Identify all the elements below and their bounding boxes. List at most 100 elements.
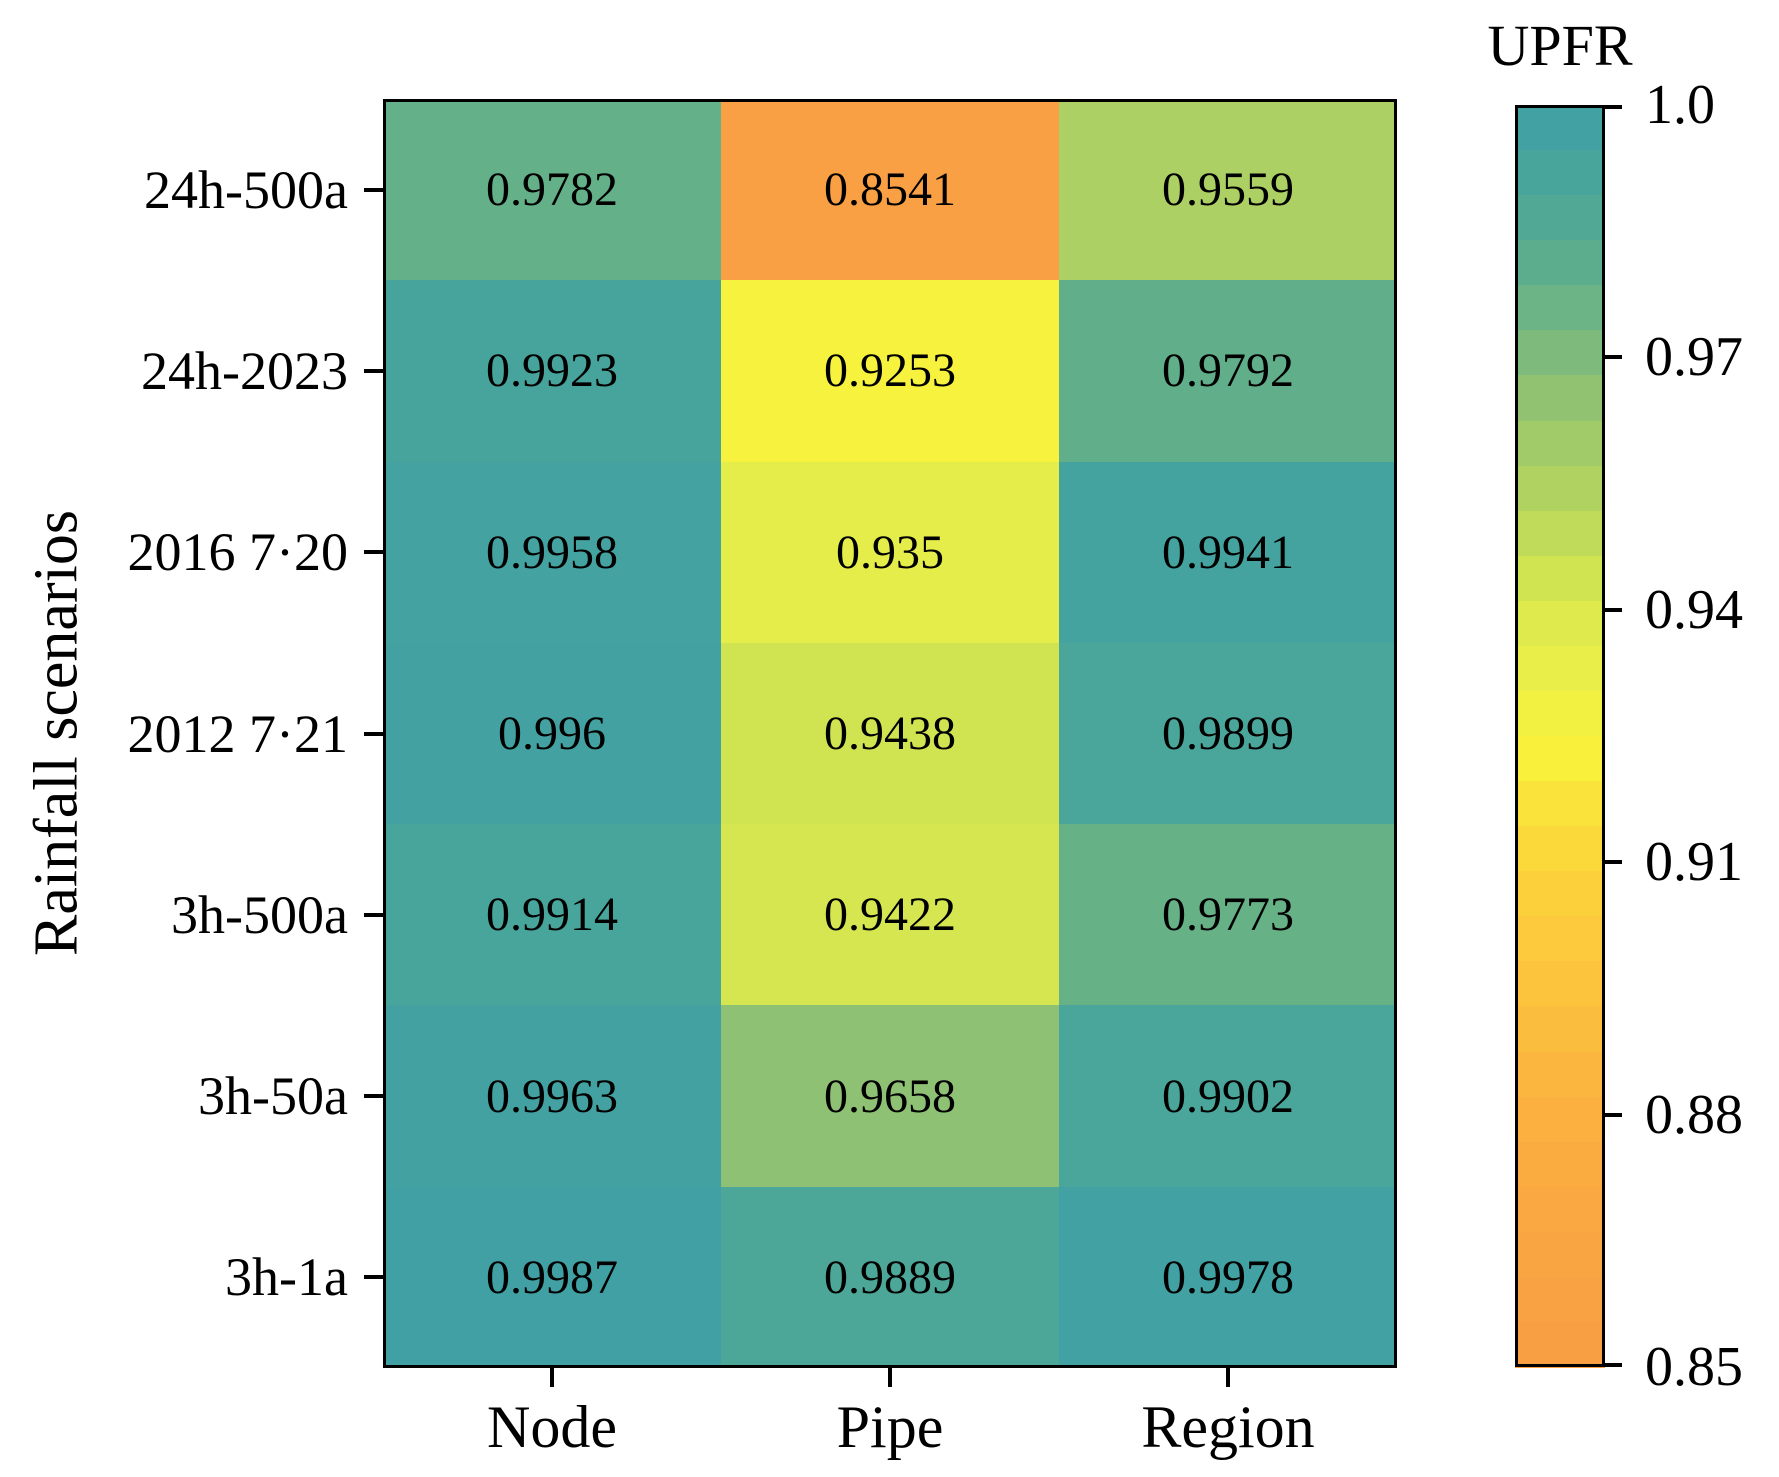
heatmap-cell: 0.9253 [721, 280, 1059, 462]
y-axis-tick-label: 2016 7·20 [127, 522, 348, 583]
colorbar-step [1515, 600, 1605, 648]
cell-value-label: 0.9658 [824, 1069, 956, 1123]
cell-value-label: 0.8541 [824, 163, 956, 217]
colorbar-step [1515, 1186, 1605, 1234]
colorbar-step [1515, 150, 1605, 197]
colorbar-step [1515, 690, 1605, 738]
colorbar-step [1515, 105, 1605, 152]
cell-value-label: 0.9987 [486, 1250, 618, 1304]
heatmap-cell: 0.935 [721, 461, 1059, 643]
cell-value-label: 0.9914 [486, 888, 618, 942]
heatmap-cell: 0.9963 [383, 1005, 721, 1187]
heatmap-cell: 0.9792 [1059, 280, 1397, 462]
colorbar-tick-label: 0.97 [1645, 326, 1743, 389]
x-axis-tick-mark [888, 1368, 892, 1387]
y-axis-tick-mark [364, 187, 383, 192]
heatmap-cell: 0.9889 [721, 1186, 1059, 1368]
colorbar-step [1515, 240, 1605, 287]
y-axis-tick-mark [364, 368, 383, 373]
cell-value-label: 0.9899 [1162, 706, 1294, 760]
colorbar-step [1515, 1321, 1605, 1369]
heatmap-cell: 0.9773 [1059, 824, 1397, 1006]
x-axis-tick-label: Pipe [836, 1394, 944, 1460]
y-axis-tick-mark [364, 731, 383, 736]
heatmap-cell: 0.8541 [721, 99, 1059, 281]
cell-value-label: 0.9889 [824, 1250, 956, 1304]
cell-value-label: 0.9958 [486, 525, 618, 579]
y-axis-tick-label: 2012 7·21 [127, 703, 348, 764]
heatmap-cell: 0.9559 [1059, 99, 1397, 281]
colorbar-step [1515, 1276, 1605, 1324]
colorbar-step [1515, 1141, 1605, 1188]
colorbar-tick-mark [1605, 1363, 1622, 1367]
cell-value-label: 0.9902 [1162, 1069, 1294, 1123]
colorbar-step [1515, 1006, 1605, 1053]
y-axis-tick-mark [364, 1275, 383, 1280]
cell-value-label: 0.9782 [486, 163, 618, 217]
colorbar-tick-label: 0.88 [1645, 1083, 1743, 1146]
colorbar-tick-mark [1605, 355, 1622, 360]
colorbar-tick-mark [1605, 607, 1622, 612]
colorbar-step [1515, 510, 1605, 557]
heatmap-cell: 0.9923 [383, 280, 721, 462]
y-axis-tick-label: 3h-50a [198, 1066, 348, 1127]
colorbar-step [1515, 826, 1605, 873]
heatmap-cell: 0.9987 [383, 1186, 721, 1368]
colorbar-step [1515, 330, 1605, 377]
cell-value-label: 0.9559 [1162, 163, 1294, 217]
y-axis-tick-label: 24h-500a [144, 159, 348, 220]
cell-value-label: 0.9438 [824, 706, 956, 760]
heatmap-cell: 0.9978 [1059, 1186, 1397, 1368]
colorbar-step [1515, 736, 1605, 783]
colorbar-step [1515, 1096, 1605, 1143]
colorbar-title: UPFR [1487, 13, 1633, 78]
colorbar-step [1515, 916, 1605, 963]
colorbar-tick-label: 1.0 [1645, 74, 1715, 136]
cell-value-label: 0.9923 [486, 344, 618, 398]
colorbar-step [1515, 781, 1605, 828]
x-axis-tick-label: Node [487, 1394, 617, 1460]
cell-value-label: 0.935 [836, 525, 944, 579]
cell-value-label: 0.9253 [824, 344, 956, 398]
colorbar-step [1515, 465, 1605, 512]
colorbar-step [1515, 1051, 1605, 1098]
y-axis-tick-label: 24h-2023 [141, 340, 348, 401]
colorbar-tick-label: 0.94 [1645, 578, 1743, 641]
colorbar-tick-mark [1605, 105, 1622, 109]
colorbar-step [1515, 871, 1605, 918]
heatmap-cell: 0.9902 [1059, 1005, 1397, 1187]
cell-value-label: 0.996 [498, 706, 606, 760]
cell-value-label: 0.9792 [1162, 344, 1294, 398]
x-axis-tick-label: Region [1141, 1394, 1315, 1460]
y-axis-tick-mark [364, 912, 383, 917]
colorbar-step [1515, 195, 1605, 242]
colorbar-step [1515, 961, 1605, 1008]
cell-value-label: 0.9773 [1162, 888, 1294, 942]
heatmap-cell: 0.9422 [721, 824, 1059, 1006]
colorbar [1515, 105, 1605, 1369]
colorbar-step [1515, 285, 1605, 332]
heatmap-cell: 0.996 [383, 642, 721, 825]
heatmap-cell: 0.9958 [383, 461, 721, 643]
cell-value-label: 0.9941 [1162, 525, 1294, 579]
heatmap-cell: 0.9782 [383, 99, 721, 281]
heatmap-cell: 0.9438 [721, 642, 1059, 825]
heatmap-cell: 0.9941 [1059, 461, 1397, 643]
y-axis-tick-label: 3h-500a [171, 884, 348, 945]
heatmap-cell: 0.9899 [1059, 642, 1397, 825]
y-axis-tick-mark [364, 550, 383, 555]
cell-value-label: 0.9978 [1162, 1250, 1294, 1304]
cell-value-label: 0.9963 [486, 1069, 618, 1123]
x-axis-tick-mark [550, 1368, 554, 1387]
cell-value-label: 0.9422 [824, 888, 956, 942]
y-axis-tick-label: 3h-1a [225, 1247, 348, 1308]
colorbar-tick-label: 0.85 [1645, 1336, 1743, 1398]
colorbar-step [1515, 375, 1605, 422]
colorbar-tick-label: 0.91 [1645, 831, 1743, 894]
colorbar-step [1515, 555, 1605, 603]
colorbar-step [1515, 645, 1605, 693]
heatmap-cell: 0.9658 [721, 1005, 1059, 1187]
x-axis-tick-mark [1226, 1368, 1230, 1387]
y-axis-tick-mark [364, 1094, 383, 1099]
